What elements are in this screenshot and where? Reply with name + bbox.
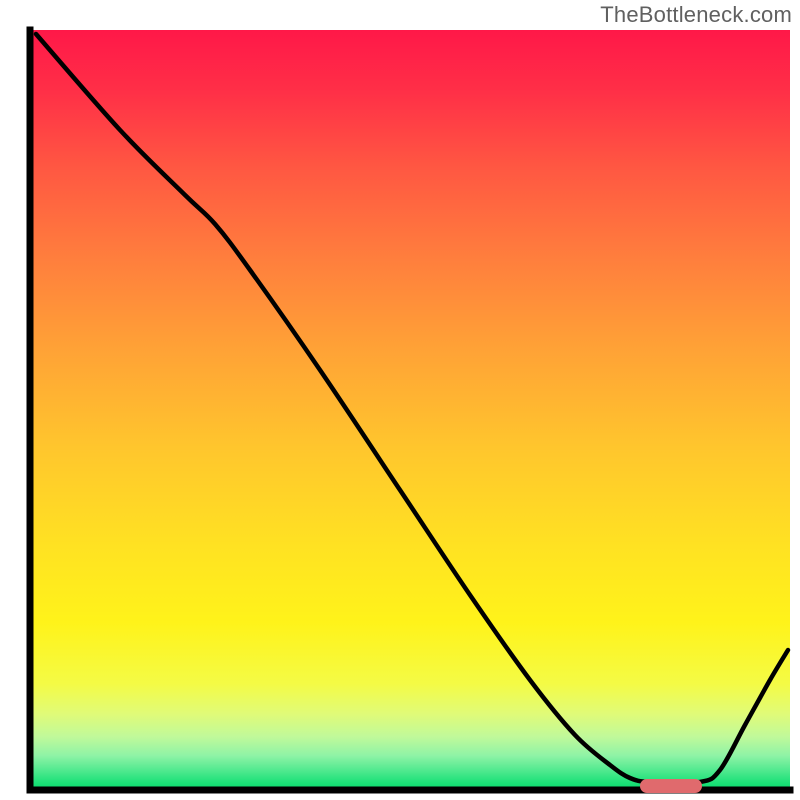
minimum-marker bbox=[640, 779, 702, 793]
chart-svg bbox=[0, 0, 800, 800]
watermark-text: TheBottleneck.com bbox=[600, 2, 792, 28]
plot-background bbox=[30, 30, 790, 790]
chart-root: { "meta": { "watermark": "TheBottleneck.… bbox=[0, 0, 800, 800]
